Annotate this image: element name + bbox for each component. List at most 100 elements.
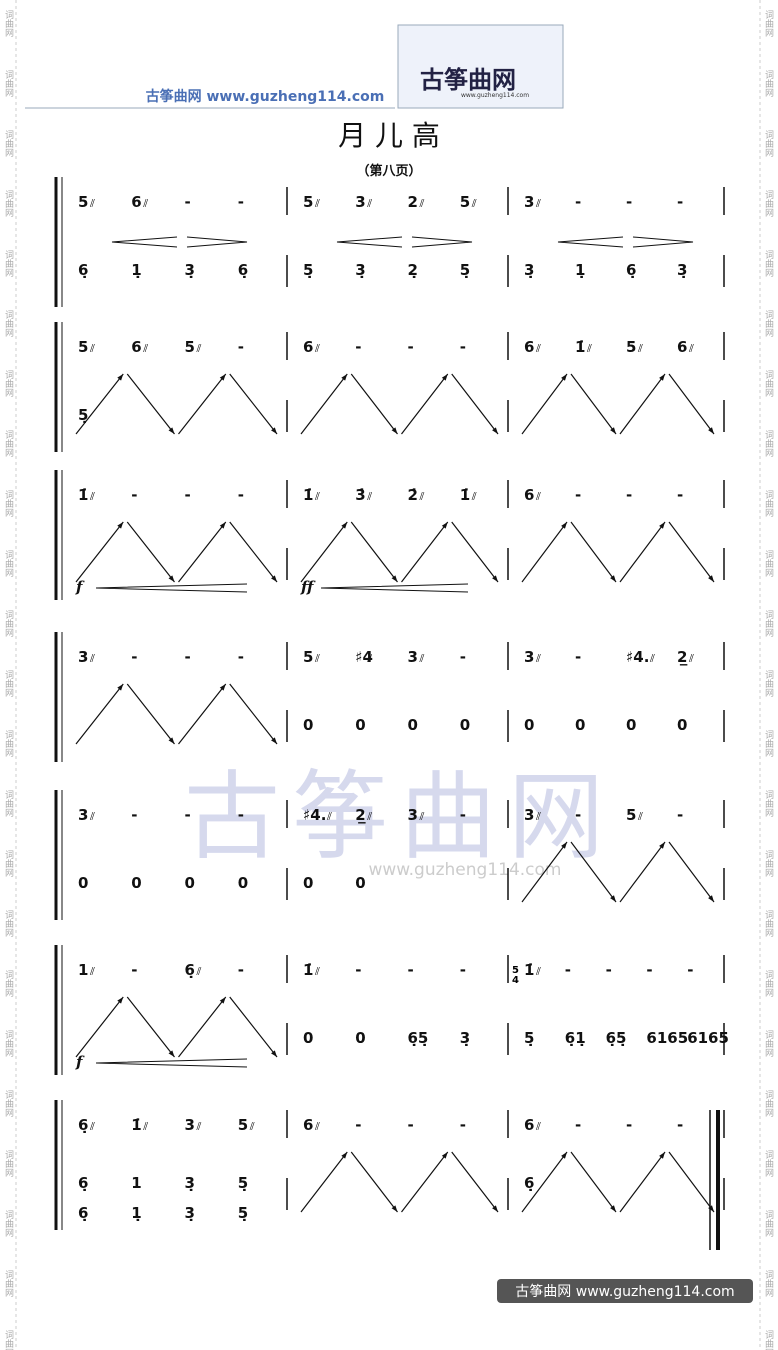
margin-text: 词曲网 <box>3 610 14 638</box>
arrow-line <box>570 373 617 435</box>
margin-text: 词曲网 <box>3 70 14 98</box>
note: 6 <box>131 193 141 211</box>
subtitle: （第八页） <box>356 163 421 179</box>
tremolo: ⫽ <box>366 490 372 503</box>
tremolo: ⫽ <box>89 197 95 210</box>
note: - <box>460 961 466 979</box>
arrow-line <box>401 373 449 435</box>
arrow-head <box>341 522 348 529</box>
tremolo: ⫽ <box>637 810 643 823</box>
note: 0 <box>408 716 418 734</box>
note: 3 <box>524 648 534 666</box>
tremolo: ⫽ <box>142 342 148 355</box>
note: 1̇ <box>524 961 534 979</box>
note: 6 <box>131 338 141 356</box>
note: 1 <box>78 961 88 979</box>
tremolo: ⫽ <box>471 197 477 210</box>
note: - <box>238 648 244 666</box>
note: - <box>355 338 361 356</box>
margin-text: 词曲网 <box>763 850 774 878</box>
margin-text: 词曲网 <box>763 430 774 458</box>
note: 2̲ <box>355 806 365 824</box>
tremolo: ⫽ <box>89 810 95 823</box>
note: - <box>460 1116 466 1134</box>
tremolo: ⫽ <box>196 342 202 355</box>
arrow-head <box>659 522 665 529</box>
note: ♯4. <box>303 806 326 824</box>
note: 6̣ <box>238 261 248 279</box>
hairpin <box>186 236 248 248</box>
note: 2̲ <box>677 648 687 666</box>
note: - <box>575 1116 581 1134</box>
arrow-head <box>219 522 226 529</box>
note: 0 <box>677 716 687 734</box>
tremolo: ⫽ <box>649 652 655 665</box>
arrow-head <box>271 737 277 744</box>
note: - <box>185 193 191 211</box>
arrow-line <box>178 373 227 435</box>
margin-text: 词曲网 <box>3 970 14 998</box>
tremolo: ⫽ <box>637 342 643 355</box>
arrow-line <box>178 521 227 583</box>
note: 0 <box>355 1029 365 1047</box>
note: 5 <box>303 648 313 666</box>
note: ♯4 <box>355 648 373 666</box>
note: 5̣ <box>303 261 313 279</box>
note: 3 <box>185 1116 195 1134</box>
margin-text: 词曲网 <box>763 130 774 158</box>
arrow-line <box>451 373 499 435</box>
footer-site: 古筝曲网 <box>515 1283 571 1300</box>
margin-text: 词曲网 <box>3 250 14 278</box>
arrow-head <box>610 1205 616 1212</box>
note: 5̣ <box>238 1204 248 1222</box>
margin-text: 词曲网 <box>763 970 774 998</box>
arrow-head <box>117 374 124 381</box>
note: 6165 <box>646 1029 688 1047</box>
arrow-line <box>126 373 175 435</box>
arrow-line <box>401 521 449 583</box>
margin-text: 词曲网 <box>3 910 14 938</box>
note: 5 <box>78 338 88 356</box>
tremolo: ⫽ <box>535 1120 541 1133</box>
note: 1̇ <box>131 1116 141 1134</box>
margin-text: 词曲网 <box>763 1030 774 1058</box>
arrow-line <box>75 996 124 1058</box>
note: - <box>677 806 683 824</box>
note: 6̣ <box>524 1174 534 1192</box>
note: 5 <box>626 338 636 356</box>
note: - <box>606 961 612 979</box>
tremolo: ⫽ <box>535 490 541 503</box>
tremolo: ⫽ <box>142 197 148 210</box>
note: - <box>460 338 466 356</box>
note: 3̣ <box>355 261 365 279</box>
note: 3 <box>408 806 418 824</box>
note: 6 <box>303 338 313 356</box>
note: 1̇ <box>303 486 313 504</box>
note: - <box>460 806 466 824</box>
note: 3 <box>78 806 88 824</box>
note: - <box>408 961 414 979</box>
tremolo: ⫽ <box>419 197 425 210</box>
note: 1̣ <box>575 261 585 279</box>
arrow-head <box>117 684 124 691</box>
tremolo: ⫽ <box>366 810 372 823</box>
tremolo: ⫽ <box>89 1120 95 1133</box>
tremolo: ⫽ <box>314 652 320 665</box>
logo-text: 古筝曲网 <box>420 66 516 94</box>
tremolo: ⫽ <box>314 490 320 503</box>
arrow-head <box>341 374 348 381</box>
note: 3̣ <box>185 261 195 279</box>
margin-text: 词曲网 <box>763 670 774 698</box>
arrow-head <box>271 575 277 582</box>
dynamic: f <box>75 578 85 596</box>
note: 6̣ <box>78 1204 88 1222</box>
note: - <box>565 961 571 979</box>
arrow-head <box>441 1152 448 1159</box>
hairpin <box>95 583 248 593</box>
arrow-line <box>75 373 124 435</box>
site-name: 古筝曲网 <box>146 88 202 105</box>
arrow-head <box>610 575 616 582</box>
arrow-head <box>219 684 226 691</box>
note: 3 <box>78 648 88 666</box>
note: - <box>626 486 632 504</box>
